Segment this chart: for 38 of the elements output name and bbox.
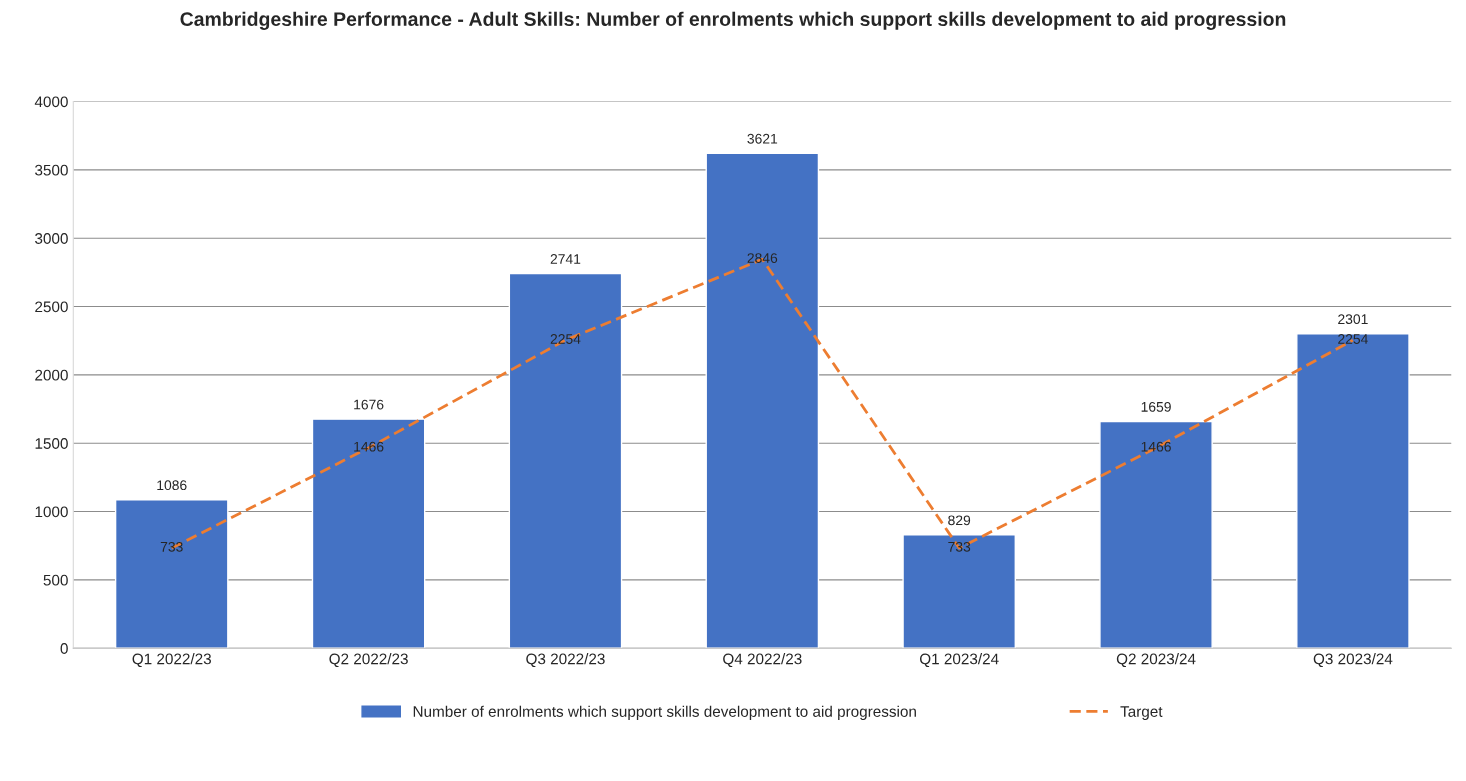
x-tick-label: Q2 2023/24 xyxy=(1116,653,1196,668)
x-tick-label: Q3 2022/23 xyxy=(526,653,605,668)
y-tick-label: 2500 xyxy=(35,301,68,313)
x-tick-label: Q1 2022/23 xyxy=(132,653,211,668)
data-label: 2741 xyxy=(550,254,581,264)
bar xyxy=(705,152,820,649)
x-tick-label: Q4 2022/23 xyxy=(723,653,802,668)
y-tick-label: 3000 xyxy=(35,233,68,244)
x-tick-label: Q1 2023/24 xyxy=(919,653,999,668)
legend-label: Target xyxy=(1120,706,1163,720)
bar xyxy=(508,272,623,649)
data-label: 1659 xyxy=(1141,401,1171,412)
data-label: 3621 xyxy=(747,133,778,144)
data-label: 829 xyxy=(948,515,971,526)
data-label: 1676 xyxy=(354,399,384,410)
legend-label: Number of enrolments which support skills development to aid progression xyxy=(413,705,916,720)
data-label: 733 xyxy=(160,541,183,552)
y-tick-label: 1500 xyxy=(35,438,68,449)
data-label: 1086 xyxy=(157,480,187,491)
data-label: 1466 xyxy=(1141,441,1171,452)
data-label: 733 xyxy=(948,541,971,552)
data-label: 2301 xyxy=(1338,314,1368,325)
bar xyxy=(114,499,229,649)
data-label: 2254 xyxy=(1338,334,1368,344)
x-tick-label: Q2 2022/23 xyxy=(329,653,408,668)
y-tick-label: 3500 xyxy=(35,164,68,176)
y-tick-label: 4000 xyxy=(34,96,68,108)
y-tick-label: 2000 xyxy=(35,369,68,381)
bar xyxy=(311,418,426,649)
data-label: 2846 xyxy=(747,253,778,263)
bar xyxy=(902,534,1016,649)
bar xyxy=(1099,420,1213,649)
y-tick-label: 0 xyxy=(60,643,68,654)
x-tick-label: Q3 2023/24 xyxy=(1313,653,1393,668)
y-tick-label: 1000 xyxy=(35,506,68,518)
y-tick-label: 500 xyxy=(43,574,68,586)
bar xyxy=(1296,333,1410,649)
chart-title: Cambridgeshire Performance - Adult Skills: Number of enrolments which support skills development to aid progression xyxy=(180,11,1286,30)
